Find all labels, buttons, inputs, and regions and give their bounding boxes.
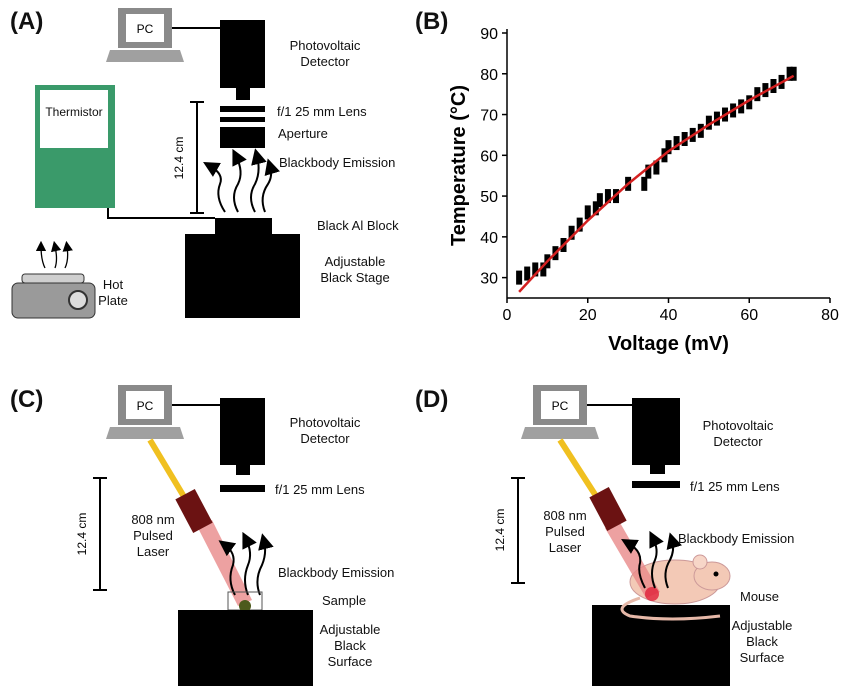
x-tick-label: 60 [740,307,758,324]
panel-label: (A) [10,8,43,36]
label: Thermistor [40,104,108,120]
distance-label: 12.4 cm [493,509,507,552]
label: Adjustable Black Surface [310,622,390,670]
data-point [524,267,530,281]
aperture [220,127,265,148]
pc-label: PC [552,399,569,413]
mouse-ear [693,555,707,569]
label: Mouse [740,589,779,605]
label: Black Al Block [317,218,399,234]
label: f/1 25 mm Lens [275,482,365,498]
arrow [65,246,68,268]
arrow [41,246,45,268]
label: Sample [322,593,366,609]
label: f/1 25 mm Lens [277,104,367,120]
label: Adjustable Black Stage [315,254,395,286]
keyboard [521,427,599,439]
x-axis-title: Voltage (mV) [608,333,729,355]
distance-label: 12.4 cm [172,137,186,180]
al-block [215,218,272,234]
y-tick-label: 90 [480,26,498,43]
fiber [560,440,596,496]
label: Aperture [278,126,328,142]
y-tick-label: 70 [480,108,498,125]
fit-line [519,76,794,292]
figure: { "panel_a": {"label": "(A)", "pc": "PC"… [0,0,851,686]
label: 808 nm Pulsed Laser [118,512,188,560]
label: Photovoltaic Detector [275,415,375,447]
detector [632,398,680,465]
label: Photovoltaic Detector [688,418,788,450]
arrow [55,246,57,268]
detector-nose [650,465,665,474]
heat-arrows [41,246,68,268]
distance-label: 12.4 cm [75,513,89,556]
data-point [641,177,647,191]
label: Blackbody Emission [278,565,394,581]
data-point [516,271,522,285]
stage [185,234,300,318]
panel-label: (B) [415,8,448,36]
y-tick-label: 40 [480,230,498,247]
knob [69,291,87,309]
figure-canvas: PC PC PC 12.4 cm 12.4 cm 12.4 cm 30 40 50 6… [0,0,851,686]
lens [220,485,265,492]
y-tick-label: 60 [480,148,498,165]
arrow [257,541,265,595]
label: f/1 25 mm Lens [690,479,780,495]
lens [220,106,265,112]
label: 808 nm Pulsed Laser [530,508,600,556]
lens [220,117,265,122]
detector [220,398,265,465]
data-point [597,193,603,207]
y-tick-label: 80 [480,67,498,84]
arrow [210,166,225,212]
arrow [263,166,272,212]
x-tick-label: 20 [579,307,597,324]
panel-label: (C) [10,386,43,414]
detector-nose [236,465,250,475]
label: Hot Plate [98,277,128,309]
panel-label: (D) [415,386,448,414]
label: Blackbody Emission [678,531,794,547]
lens [632,481,680,488]
detector-nose [236,88,250,100]
x-tick-label: 0 [503,307,512,324]
arrow [251,156,259,212]
keyboard [106,50,184,62]
hot-plate-top [22,274,84,283]
laser-beam [198,520,252,606]
data-point [791,67,797,81]
fiber [150,440,186,500]
label: Blackbody Emission [279,155,395,171]
laser-spot [645,587,659,601]
label: Photovoltaic Detector [275,38,375,70]
surface [178,610,313,686]
arrow [234,156,241,212]
pc-label: PC [137,399,154,413]
label: Adjustable Black Surface [722,618,802,666]
panel-a-diagram [12,8,300,318]
mouse-eye [714,572,719,577]
pc-labels: PC PC PC 12.4 cm 12.4 cm 12.4 cm [75,22,569,555]
pc-label: PC [137,22,154,36]
arrow [245,539,250,595]
y-axis-title: Temperature (°C) [448,85,470,246]
x-tick-label: 80 [821,307,839,324]
chart: 30 40 50 60 70 80 90 0 20 40 60 80 Voltage (mV) Tempe… [448,26,839,355]
detector [220,20,265,88]
emission-arrows [210,156,271,212]
y-tick-label: 50 [480,189,498,206]
x-tick-label: 40 [660,307,678,324]
keyboard [106,427,184,439]
y-tick-label: 30 [480,271,498,288]
